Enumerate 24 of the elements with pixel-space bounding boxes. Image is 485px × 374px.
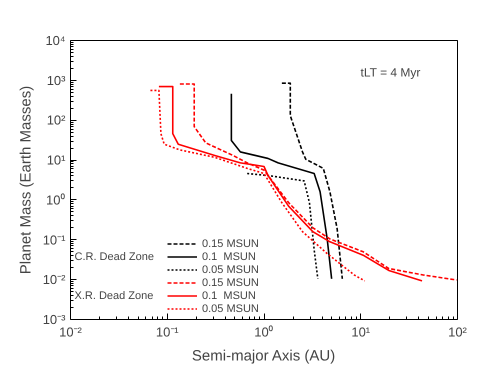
y-tick-label: 10⁰ [46, 192, 66, 208]
annotation: X.R. Dead Zone [74, 290, 154, 302]
x-tick-label: 10⁻¹ [156, 324, 180, 340]
x-tick-label: 10² [448, 324, 468, 340]
x-tick-label: 10⁰ [254, 324, 274, 340]
annotation: C.R. Dead Zone [74, 251, 154, 263]
y-tick-label: 10³ [46, 72, 66, 88]
x-axis-title: Semi-major Axis (AU) [192, 348, 336, 364]
legend-label: 0.05 MSUN [202, 263, 259, 276]
y-tick-label: 10¹ [46, 152, 66, 168]
x-tick-label: 10¹ [351, 324, 371, 340]
y-tick-label: 10⁻¹ [42, 232, 66, 248]
legend-label: 0.15 MSUN [202, 237, 259, 250]
y-tick-label: 10⁴ [45, 33, 66, 48]
legend-label: 0.1 MSUN [202, 289, 256, 302]
y-axis-title: Planet Mass (Earth Masses) [18, 86, 35, 274]
legend-label: 0.15 MSUN [202, 276, 259, 289]
legend-label: 0.05 MSUN [202, 302, 259, 315]
y-tick-label: 10² [46, 112, 66, 128]
y-tick-label: 10⁻³ [42, 312, 66, 327]
legend-label: 0.1 MSUN [202, 250, 256, 263]
y-tick-label: 10⁻² [42, 272, 66, 288]
x-tick-label: 10⁻² [59, 324, 83, 340]
annotation: tLT = 4 Myr [360, 66, 420, 80]
